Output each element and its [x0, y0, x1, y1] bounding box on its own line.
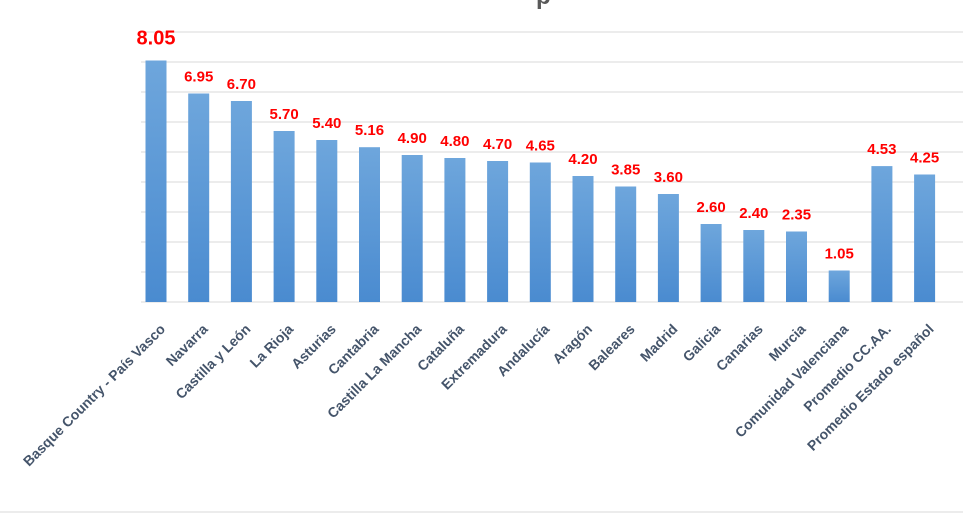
data-label: 8.05: [137, 28, 176, 50]
data-label: 6.95: [184, 69, 213, 86]
data-label: 4.70: [483, 136, 512, 153]
data-label: 4.80: [440, 133, 469, 150]
bar: [828, 270, 850, 302]
data-label: 1.05: [825, 246, 854, 263]
bar: [914, 174, 936, 302]
bar: [657, 194, 679, 302]
bar: [316, 140, 338, 302]
bar: [188, 93, 210, 302]
data-label: 4.25: [910, 150, 939, 167]
bar: [786, 231, 807, 302]
bar: [273, 131, 295, 302]
bar: [572, 176, 594, 302]
bar: [529, 162, 551, 302]
data-label: 6.70: [227, 76, 256, 93]
bar: [145, 60, 167, 302]
category-label: Baleares: [585, 321, 638, 374]
data-label: 2.35: [782, 207, 811, 224]
bar: [487, 161, 509, 302]
bar: [615, 186, 637, 302]
bar: [743, 230, 765, 302]
category-label: Basque Country - País Vasco: [20, 321, 168, 469]
data-label: 3.60: [654, 169, 683, 186]
bar: [401, 155, 423, 302]
chart-title-fragment: p: [536, 0, 551, 10]
data-label: 5.40: [312, 115, 341, 132]
category-label: Canarias: [713, 321, 766, 374]
category-label: Castilla y León: [172, 321, 253, 402]
data-label: 4.53: [867, 141, 896, 158]
bar: [700, 224, 722, 302]
value-labels: 8.05 6.95 6.70 5.70 5.40 5.16 4.90 4.80 4.70 4.65…: [137, 28, 940, 263]
bar: [871, 166, 893, 302]
category-labels: Basque Country - País VascoNavarraCastil…: [20, 321, 937, 469]
data-label: 5.70: [269, 106, 298, 123]
data-label: 5.16: [355, 122, 384, 139]
category-label: Madrid: [637, 321, 681, 365]
bar: [230, 101, 252, 302]
category-label: La Rioja: [246, 321, 296, 371]
bars: [145, 60, 936, 302]
data-label: 4.20: [568, 151, 597, 168]
data-label: 4.90: [398, 130, 427, 147]
bar: [444, 158, 466, 302]
data-label: 2.60: [696, 199, 725, 216]
data-label: 2.40: [739, 205, 768, 222]
data-label: 3.85: [611, 162, 640, 179]
bar: [359, 147, 380, 302]
data-label: 4.65: [526, 138, 555, 155]
